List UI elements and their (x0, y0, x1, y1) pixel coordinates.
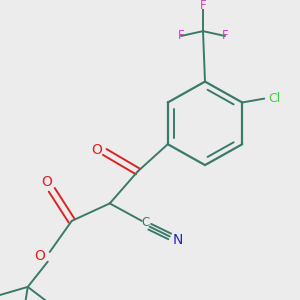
Text: O: O (41, 175, 52, 189)
Text: N: N (172, 233, 183, 247)
Text: F: F (178, 29, 184, 43)
Text: O: O (34, 249, 45, 263)
Text: O: O (91, 143, 102, 157)
Text: Cl: Cl (268, 92, 280, 105)
Text: F: F (222, 29, 228, 43)
Text: C: C (142, 216, 150, 229)
Text: F: F (200, 0, 206, 12)
